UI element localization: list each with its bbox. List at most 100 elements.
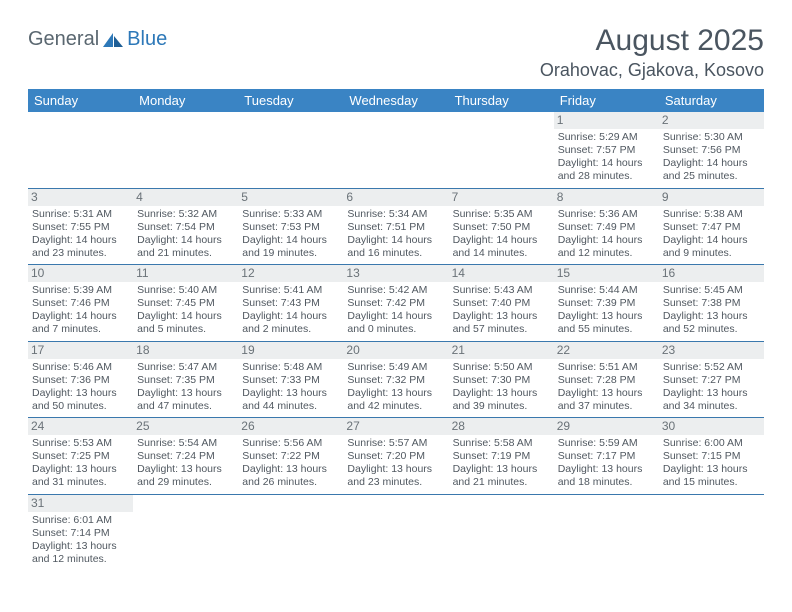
daylight-text: and 5 minutes.: [137, 323, 234, 336]
sunrise-text: Sunrise: 5:49 AM: [347, 361, 444, 374]
daylight-text: Daylight: 13 hours: [453, 387, 550, 400]
daylight-text: Daylight: 14 hours: [137, 234, 234, 247]
sunrise-text: Sunrise: 5:40 AM: [137, 284, 234, 297]
calendar-cell: 19Sunrise: 5:48 AMSunset: 7:33 PMDayligh…: [238, 341, 343, 418]
day-number: 25: [133, 418, 238, 435]
day-number: 17: [28, 342, 133, 359]
weekday-header-row: SundayMondayTuesdayWednesdayThursdayFrid…: [28, 89, 764, 112]
day-number: 21: [449, 342, 554, 359]
calendar-cell: 23Sunrise: 5:52 AMSunset: 7:27 PMDayligh…: [659, 341, 764, 418]
sunrise-text: Sunrise: 5:59 AM: [558, 437, 655, 450]
calendar-cell: [133, 494, 238, 570]
calendar-cell: 30Sunrise: 6:00 AMSunset: 7:15 PMDayligh…: [659, 418, 764, 495]
daylight-text: and 26 minutes.: [242, 476, 339, 489]
calendar-cell: [449, 112, 554, 188]
sunrise-text: Sunrise: 5:38 AM: [663, 208, 760, 221]
daylight-text: Daylight: 14 hours: [32, 234, 129, 247]
calendar-row: 10Sunrise: 5:39 AMSunset: 7:46 PMDayligh…: [28, 265, 764, 342]
day-number: 12: [238, 265, 343, 282]
daylight-text: Daylight: 13 hours: [663, 310, 760, 323]
daylight-text: and 25 minutes.: [663, 170, 760, 183]
sunset-text: Sunset: 7:19 PM: [453, 450, 550, 463]
sunrise-text: Sunrise: 5:44 AM: [558, 284, 655, 297]
sunset-text: Sunset: 7:20 PM: [347, 450, 444, 463]
daylight-text: and 12 minutes.: [32, 553, 129, 566]
weekday-header: Tuesday: [238, 89, 343, 112]
logo-text-general: General: [28, 28, 99, 51]
daylight-text: Daylight: 13 hours: [32, 387, 129, 400]
sunrise-text: Sunrise: 5:43 AM: [453, 284, 550, 297]
daylight-text: and 2 minutes.: [242, 323, 339, 336]
sunset-text: Sunset: 7:35 PM: [137, 374, 234, 387]
day-number: 22: [554, 342, 659, 359]
day-number: 13: [343, 265, 448, 282]
sunrise-text: Sunrise: 5:47 AM: [137, 361, 234, 374]
daylight-text: Daylight: 13 hours: [32, 540, 129, 553]
sunset-text: Sunset: 7:25 PM: [32, 450, 129, 463]
sunrise-text: Sunrise: 6:01 AM: [32, 514, 129, 527]
sunset-text: Sunset: 7:39 PM: [558, 297, 655, 310]
calendar-cell: 26Sunrise: 5:56 AMSunset: 7:22 PMDayligh…: [238, 418, 343, 495]
calendar-cell: [28, 112, 133, 188]
sunrise-text: Sunrise: 5:35 AM: [453, 208, 550, 221]
daylight-text: and 14 minutes.: [453, 247, 550, 260]
day-number: 31: [28, 495, 133, 512]
day-number: 19: [238, 342, 343, 359]
day-number: 23: [659, 342, 764, 359]
sunset-text: Sunset: 7:40 PM: [453, 297, 550, 310]
daylight-text: Daylight: 13 hours: [137, 387, 234, 400]
location: Orahovac, Gjakova, Kosovo: [540, 60, 764, 81]
day-number: 30: [659, 418, 764, 435]
calendar-cell: 3Sunrise: 5:31 AMSunset: 7:55 PMDaylight…: [28, 188, 133, 265]
calendar-cell: 10Sunrise: 5:39 AMSunset: 7:46 PMDayligh…: [28, 265, 133, 342]
calendar-cell: 27Sunrise: 5:57 AMSunset: 7:20 PMDayligh…: [343, 418, 448, 495]
day-number: 8: [554, 189, 659, 206]
daylight-text: Daylight: 13 hours: [558, 310, 655, 323]
sunrise-text: Sunrise: 5:46 AM: [32, 361, 129, 374]
sunrise-text: Sunrise: 5:31 AM: [32, 208, 129, 221]
daylight-text: Daylight: 14 hours: [137, 310, 234, 323]
sunrise-text: Sunrise: 5:56 AM: [242, 437, 339, 450]
daylight-text: and 21 minutes.: [137, 247, 234, 260]
calendar-cell: 6Sunrise: 5:34 AMSunset: 7:51 PMDaylight…: [343, 188, 448, 265]
sunrise-text: Sunrise: 5:30 AM: [663, 131, 760, 144]
daylight-text: Daylight: 14 hours: [32, 310, 129, 323]
sunrise-text: Sunrise: 5:54 AM: [137, 437, 234, 450]
daylight-text: and 28 minutes.: [558, 170, 655, 183]
daylight-text: Daylight: 13 hours: [558, 463, 655, 476]
calendar-cell: 20Sunrise: 5:49 AMSunset: 7:32 PMDayligh…: [343, 341, 448, 418]
calendar-cell: [133, 112, 238, 188]
day-number: 11: [133, 265, 238, 282]
calendar-cell: 7Sunrise: 5:35 AMSunset: 7:50 PMDaylight…: [449, 188, 554, 265]
sunset-text: Sunset: 7:33 PM: [242, 374, 339, 387]
sunrise-text: Sunrise: 5:41 AM: [242, 284, 339, 297]
daylight-text: and 23 minutes.: [347, 476, 444, 489]
daylight-text: and 23 minutes.: [32, 247, 129, 260]
sunrise-text: Sunrise: 5:57 AM: [347, 437, 444, 450]
sunrise-text: Sunrise: 5:33 AM: [242, 208, 339, 221]
header: General Blue August 2025 Orahovac, Gjako…: [28, 24, 764, 81]
daylight-text: and 9 minutes.: [663, 247, 760, 260]
daylight-text: and 34 minutes.: [663, 400, 760, 413]
calendar-table: SundayMondayTuesdayWednesdayThursdayFrid…: [28, 89, 764, 570]
weekday-header: Wednesday: [343, 89, 448, 112]
sunset-text: Sunset: 7:49 PM: [558, 221, 655, 234]
weekday-header: Monday: [133, 89, 238, 112]
day-number: 24: [28, 418, 133, 435]
calendar-row: 24Sunrise: 5:53 AMSunset: 7:25 PMDayligh…: [28, 418, 764, 495]
daylight-text: Daylight: 13 hours: [242, 463, 339, 476]
sunset-text: Sunset: 7:14 PM: [32, 527, 129, 540]
daylight-text: and 44 minutes.: [242, 400, 339, 413]
weekday-header: Sunday: [28, 89, 133, 112]
daylight-text: Daylight: 13 hours: [453, 463, 550, 476]
daylight-text: Daylight: 14 hours: [453, 234, 550, 247]
daylight-text: and 16 minutes.: [347, 247, 444, 260]
month-title: August 2025: [540, 24, 764, 58]
sunrise-text: Sunrise: 5:39 AM: [32, 284, 129, 297]
daylight-text: and 47 minutes.: [137, 400, 234, 413]
calendar-cell: 13Sunrise: 5:42 AMSunset: 7:42 PMDayligh…: [343, 265, 448, 342]
sunrise-text: Sunrise: 5:51 AM: [558, 361, 655, 374]
calendar-cell: 12Sunrise: 5:41 AMSunset: 7:43 PMDayligh…: [238, 265, 343, 342]
daylight-text: Daylight: 13 hours: [347, 387, 444, 400]
sunset-text: Sunset: 7:53 PM: [242, 221, 339, 234]
